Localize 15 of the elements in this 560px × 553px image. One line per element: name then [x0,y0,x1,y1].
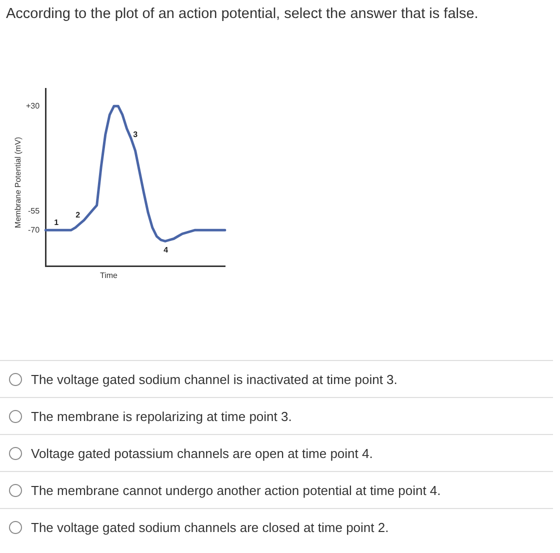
x-axis-title: Time [100,271,118,280]
text: The voltage gated sodium channels are closed at time point 2. [31,520,389,534]
annotation: 2 [76,210,81,220]
annotation: 4 [164,245,169,254]
text: Voltage gated potassium channels are open at time point 4. [31,446,373,460]
annotation: 3 [133,130,138,140]
text: The voltage gated sodium channel is inactivated at time point 3. [31,372,398,386]
text: The membrane cannot undergo another action potential at time point 4. [31,482,441,498]
text: The membrane is repolarizing at time point 3. [31,408,292,424]
annotation: 1 [54,218,60,227]
y-tick-label: +30 [26,101,40,110]
y-axis-title: Membrane Potential (mV) [14,136,22,230]
y-tick-label: -55 [28,206,40,216]
chart-title: According to the plot of an action potential, select the answer that is false. [6,6,478,22]
y-tick-label: -70 [28,225,40,234]
